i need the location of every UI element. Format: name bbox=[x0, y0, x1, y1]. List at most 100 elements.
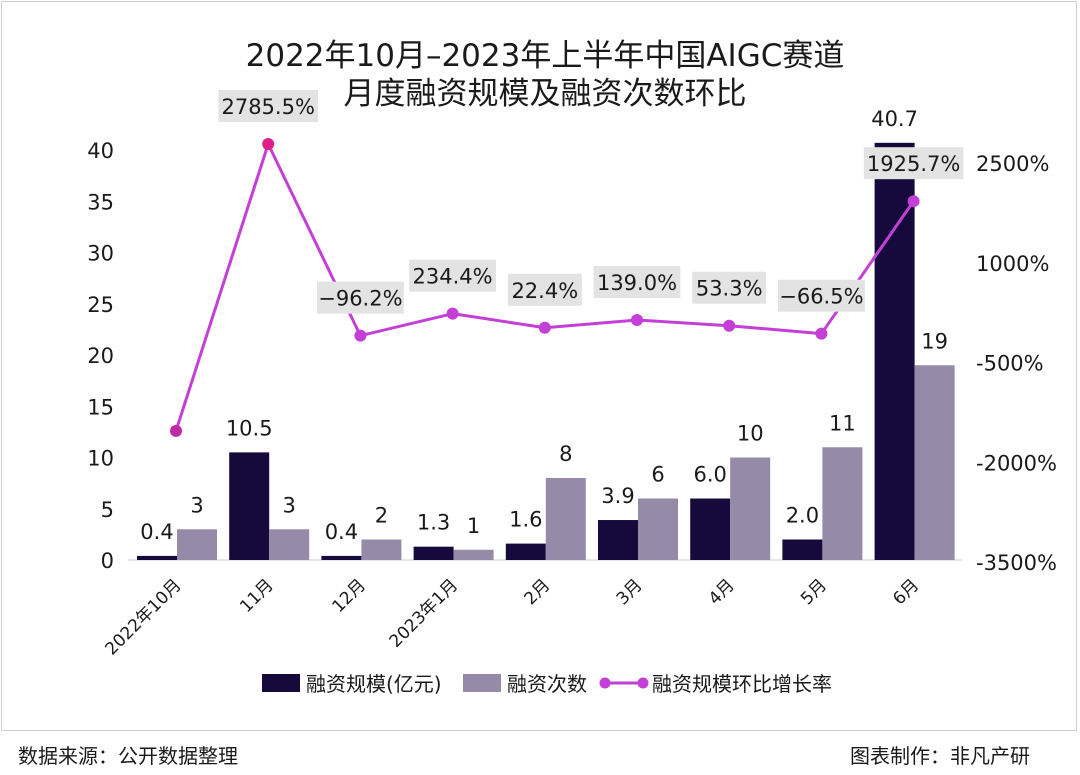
growth-rate-point bbox=[538, 321, 551, 334]
y-right-tick-label: -2000% bbox=[976, 451, 1057, 475]
growth-rate-point bbox=[631, 314, 643, 327]
y-right-tick-label: -500% bbox=[976, 352, 1044, 376]
y-left-tick-label: 0 bbox=[101, 549, 114, 573]
growth-rate-point bbox=[262, 138, 275, 151]
growth-rate-point bbox=[907, 195, 920, 208]
growth-rate-point bbox=[723, 319, 736, 332]
series-funding-count: 3 3 2 1 8 6 10 11 19 bbox=[177, 329, 955, 560]
chart-title-line-1: 2022年10月–2023年上半年中国AIGC赛道 bbox=[246, 38, 845, 74]
funding-count-bar bbox=[914, 365, 955, 560]
funding-count-data-label: 1 bbox=[467, 514, 480, 538]
legend-label-growth-rate: 融资规模环比增长率 bbox=[652, 672, 832, 696]
funding-amount-data-label: 10.5 bbox=[226, 416, 273, 440]
x-tick-label: 11月 bbox=[236, 575, 277, 616]
funding-count-bar bbox=[453, 549, 494, 560]
growth-rate-label-bg bbox=[409, 259, 496, 292]
growth-rate-label-bg bbox=[317, 281, 404, 314]
chart-credit: 图表制作：非凡产研 bbox=[850, 744, 1030, 768]
y-right-tick-label: 1000% bbox=[976, 252, 1049, 276]
funding-count-bar bbox=[361, 539, 402, 560]
y-left-tick-label: 10 bbox=[87, 447, 114, 471]
funding-amount-bar bbox=[598, 520, 638, 560]
funding-amount-bar bbox=[413, 546, 454, 560]
y-left-tick-label: 25 bbox=[87, 293, 114, 317]
growth-rate-data-label: 2785.5% bbox=[221, 95, 314, 119]
funding-count-data-label: 8 bbox=[559, 442, 572, 466]
funding-amount-data-label: 1.3 bbox=[417, 511, 450, 535]
growth-rate-label-bg bbox=[507, 273, 582, 306]
legend-marker-growth-rate bbox=[637, 677, 649, 689]
funding-amount-data-label: 1.6 bbox=[509, 508, 542, 532]
funding-count-data-label: 11 bbox=[829, 411, 856, 435]
funding-amount-data-label: 6.0 bbox=[693, 463, 726, 487]
funding-amount-data-label: 0.4 bbox=[325, 520, 358, 544]
y-left-tick-label: 15 bbox=[87, 395, 114, 419]
funding-count-bar bbox=[545, 478, 586, 560]
x-axis-labels: 2022年10月 11月 12月 2023年1月 2月 3月 4月 5月 6月 bbox=[101, 575, 923, 659]
growth-rate-data-label: 53.3% bbox=[696, 277, 763, 301]
y-axis-left: 0 5 10 15 20 25 30 35 40 bbox=[87, 139, 114, 573]
x-tick-label: 4月 bbox=[705, 575, 739, 609]
funding-amount-bar bbox=[505, 543, 546, 560]
funding-count-bar bbox=[269, 529, 310, 560]
funding-count-data-label: 6 bbox=[651, 463, 664, 487]
funding-count-data-label: 3 bbox=[190, 493, 203, 517]
growth-rate-data-label: −96.2% bbox=[318, 287, 402, 311]
growth-rate-label-bg bbox=[692, 271, 767, 304]
funding-amount-bar bbox=[874, 142, 915, 560]
funding-amount-data-label: 40.7 bbox=[871, 107, 918, 131]
legend: 融资规模(亿元) 融资次数 融资规模环比增长率 bbox=[262, 672, 832, 696]
y-right-tick-label: 2500% bbox=[976, 152, 1049, 176]
legend-marker-growth-rate bbox=[599, 677, 611, 689]
legend-label-funding-count: 融资次数 bbox=[507, 672, 587, 696]
chart-frame bbox=[1, 1, 1077, 731]
growth-rate-data-label: 139.0% bbox=[597, 271, 677, 295]
funding-amount-bar bbox=[229, 452, 270, 560]
funding-amount-bar bbox=[782, 539, 823, 560]
growth-rate-label-bg bbox=[863, 147, 964, 180]
y-left-tick-label: 40 bbox=[87, 139, 114, 163]
legend-swatch-funding-count bbox=[463, 674, 501, 692]
growth-rate-point bbox=[354, 329, 367, 342]
x-tick-label: 12月 bbox=[328, 575, 369, 616]
series-growth-rate: 2785.5% −96.2% 234.4% 22.4% 139.0% 53.3% −66.5… bbox=[170, 90, 964, 437]
funding-amount-bar bbox=[137, 555, 177, 560]
funding-amount-bar bbox=[690, 498, 731, 560]
funding-count-bar bbox=[177, 529, 217, 560]
growth-rate-label-bg bbox=[218, 90, 318, 123]
growth-rate-data-label: 22.4% bbox=[511, 279, 578, 303]
funding-count-bar bbox=[638, 498, 678, 560]
funding-amount-data-label: 3.9 bbox=[601, 484, 634, 508]
y-left-tick-label: 35 bbox=[87, 190, 114, 214]
funding-count-data-label: 19 bbox=[921, 329, 948, 353]
x-tick-label: 3月 bbox=[613, 575, 647, 609]
x-tick-label: 2022年10月 bbox=[101, 575, 185, 659]
chart: 2022年10月–2023年上半年中国AIGC赛道 月度融资规模及融资次数环比 … bbox=[87, 38, 1057, 696]
funding-amount-data-label: 2.0 bbox=[786, 504, 819, 528]
funding-count-bar bbox=[822, 447, 863, 560]
y-right-tick-label: -3500% bbox=[976, 551, 1057, 575]
series-funding-amount: 0.4 10.5 0.4 1.3 1.6 3.9 6.0 2.0 40.7 bbox=[137, 107, 918, 560]
legend-label-funding-amount: 融资规模(亿元) bbox=[306, 672, 442, 696]
x-tick-label: 6月 bbox=[889, 575, 923, 609]
growth-rate-data-label: 1925.7% bbox=[867, 152, 960, 176]
funding-count-data-label: 2 bbox=[375, 504, 388, 528]
legend-swatch-funding-amount bbox=[262, 674, 300, 692]
funding-count-data-label: 10 bbox=[737, 422, 764, 446]
funding-amount-data-label: 0.4 bbox=[140, 520, 173, 544]
y-left-tick-label: 5 bbox=[101, 498, 114, 522]
x-tick-label: 2月 bbox=[521, 575, 555, 609]
growth-rate-point bbox=[170, 424, 182, 437]
funding-amount-bar bbox=[321, 555, 362, 560]
y-left-tick-label: 30 bbox=[87, 242, 114, 266]
y-axis-right: -3500% -2000% -500% 1000% 2500% bbox=[976, 152, 1057, 575]
y-left-tick-label: 20 bbox=[87, 344, 114, 368]
growth-rate-point bbox=[446, 307, 459, 320]
funding-count-bar bbox=[730, 457, 771, 560]
growth-rate-label-bg bbox=[593, 266, 681, 299]
chart-title-line-2: 月度融资规模及融资次数环比 bbox=[344, 76, 747, 112]
funding-count-data-label: 3 bbox=[283, 493, 296, 517]
x-tick-label: 5月 bbox=[797, 575, 831, 609]
growth-rate-point bbox=[815, 327, 828, 340]
data-source-note: 数据来源：公开数据整理 bbox=[18, 744, 238, 768]
